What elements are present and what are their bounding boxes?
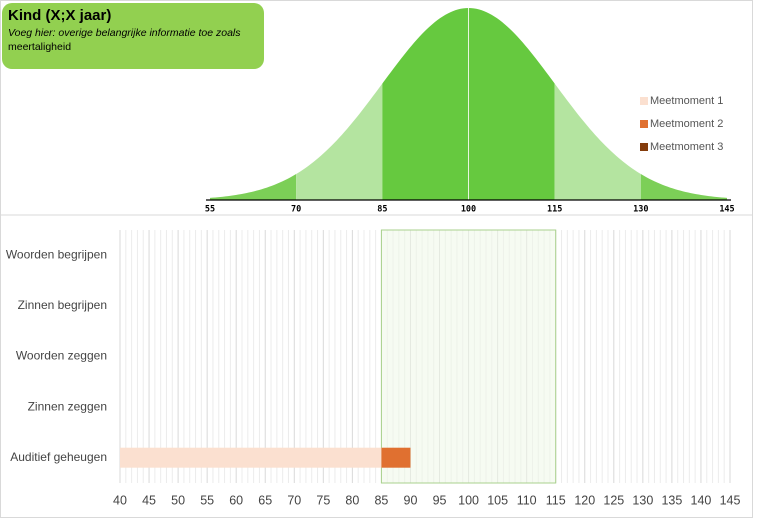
x-tick-label: 85 [374, 493, 388, 507]
info-box [2, 3, 264, 69]
title: Kind (X;X jaar) [8, 7, 111, 24]
x-tick-label: 130 [632, 493, 653, 507]
x-tick-label: 125 [603, 493, 624, 507]
y-tick-label: Woorden begrijpen [6, 247, 107, 261]
y-tick-label: Woorden zeggen [16, 349, 107, 363]
legend-label: Meetmoment 1 [650, 95, 723, 107]
x-tick-label: 85 [377, 205, 387, 215]
legend-swatch [640, 97, 648, 105]
y-tick-label: Auditief geheugen [10, 450, 107, 464]
legend-swatch [640, 143, 648, 151]
x-tick-label: 50 [171, 493, 185, 507]
x-tick-label: 70 [291, 205, 301, 215]
note-italic: Voeg hier: overige belangrijke informati… [8, 27, 241, 39]
curve-band [296, 8, 383, 200]
x-tick-label: 40 [113, 493, 127, 507]
legend-label: Meetmoment 3 [650, 141, 723, 153]
curve-band [554, 8, 641, 200]
x-tick-label: 100 [461, 205, 476, 215]
x-tick-label: 145 [720, 493, 741, 507]
bar [120, 447, 382, 468]
reference-band [380, 229, 557, 484]
x-tick-label: 75 [316, 493, 330, 507]
x-tick-label: 110 [517, 493, 537, 507]
x-tick-label: 140 [691, 493, 712, 507]
x-tick-label: 120 [574, 493, 595, 507]
x-tick-label: 100 [458, 493, 479, 507]
x-tick-label: 115 [547, 205, 562, 215]
x-tick-label: 135 [661, 493, 682, 507]
x-tick-label: 145 [719, 205, 734, 215]
x-tick-label: 70 [287, 493, 301, 507]
y-tick-label: Zinnen zeggen [28, 399, 107, 413]
x-tick-label: 80 [345, 493, 359, 507]
x-tick-label: 90 [404, 493, 418, 507]
bar [381, 447, 411, 468]
x-tick-label: 55 [205, 205, 215, 215]
y-tick-label: Zinnen begrijpen [18, 298, 107, 312]
x-tick-label: 95 [433, 493, 447, 507]
x-tick-label: 105 [487, 493, 508, 507]
note: meertaligheid [8, 41, 71, 53]
legend-swatch [640, 120, 648, 128]
x-tick-label: 115 [546, 493, 566, 507]
x-tick-label: 55 [200, 493, 214, 507]
x-tick-label: 45 [142, 493, 156, 507]
x-tick-label: 130 [633, 205, 648, 215]
x-tick-label: 60 [229, 493, 243, 507]
legend-label: Meetmoment 2 [650, 118, 723, 130]
x-tick-label: 65 [258, 493, 272, 507]
